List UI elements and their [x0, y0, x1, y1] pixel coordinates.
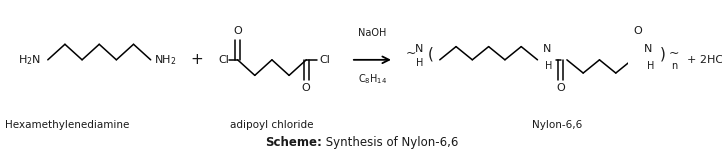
- Text: Synthesis of Nylon-6,6: Synthesis of Nylon-6,6: [321, 135, 458, 149]
- Text: N: N: [542, 44, 551, 54]
- Text: NH$_2$: NH$_2$: [154, 53, 176, 67]
- Text: C$_8$H$_{14}$: C$_8$H$_{14}$: [357, 72, 387, 86]
- Text: O: O: [233, 27, 242, 36]
- Text: H: H: [545, 61, 553, 71]
- Text: (: (: [427, 46, 433, 61]
- Text: Nylon-6,6: Nylon-6,6: [532, 120, 583, 130]
- Text: H: H: [416, 58, 423, 68]
- Text: Cl: Cl: [319, 55, 330, 65]
- Text: O: O: [302, 83, 310, 93]
- Text: n: n: [671, 61, 677, 71]
- Text: adipoyl chloride: adipoyl chloride: [230, 120, 313, 130]
- Text: + 2HCl: + 2HCl: [687, 55, 722, 65]
- Text: Cl: Cl: [218, 55, 229, 65]
- Text: ): ): [660, 46, 666, 61]
- Text: Scheme:: Scheme:: [265, 135, 321, 149]
- Text: N: N: [415, 44, 424, 54]
- Text: N: N: [644, 44, 653, 54]
- Text: ~: ~: [669, 47, 679, 60]
- Text: O: O: [634, 27, 643, 36]
- Text: O: O: [557, 83, 565, 93]
- Text: H$_2$N: H$_2$N: [18, 53, 41, 67]
- Text: H: H: [648, 61, 655, 71]
- Text: +: +: [190, 52, 203, 67]
- Text: Hexamethylenediamine: Hexamethylenediamine: [5, 120, 129, 130]
- Text: NaOH: NaOH: [358, 28, 386, 38]
- Text: ~: ~: [406, 47, 417, 60]
